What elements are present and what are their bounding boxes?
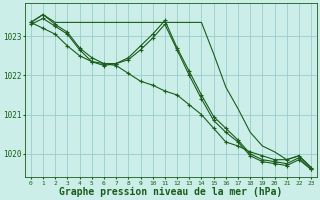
X-axis label: Graphe pression niveau de la mer (hPa): Graphe pression niveau de la mer (hPa) [60, 187, 283, 197]
